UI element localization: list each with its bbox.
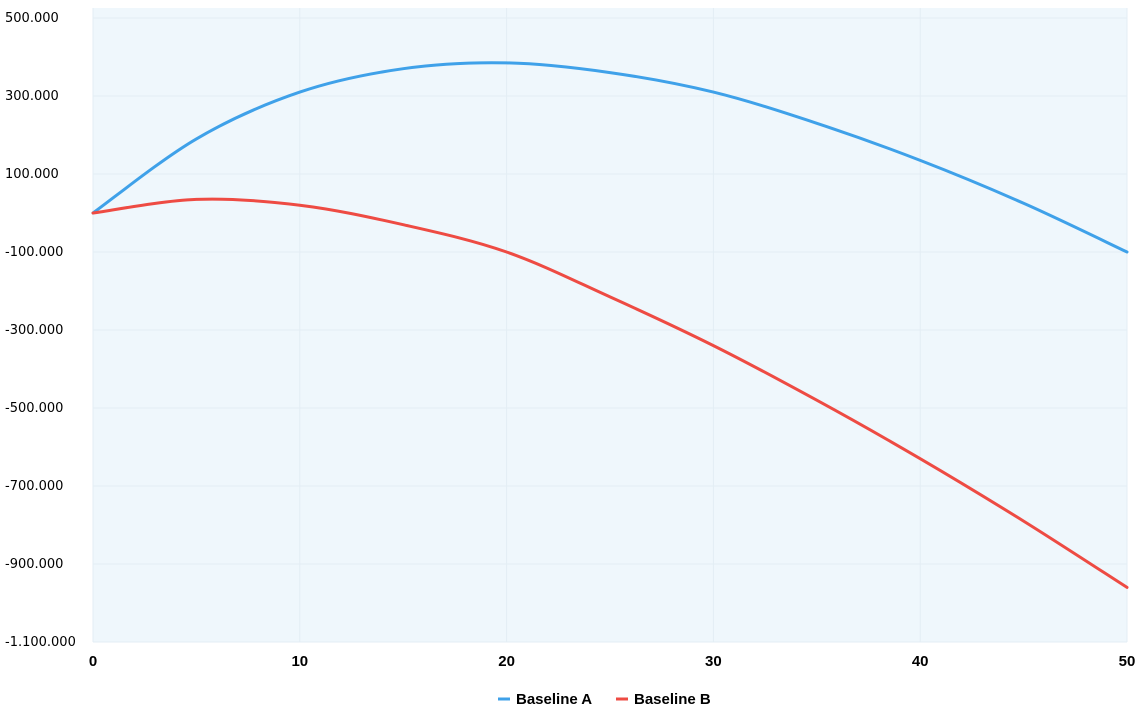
y-tick-label: -900.000 (5, 557, 63, 572)
y-tick-label: -700.000 (5, 479, 63, 494)
y-tick-label: 100.000 (5, 167, 59, 182)
x-tick-label: 0 (89, 653, 97, 670)
y-tick-label: -500.000 (5, 401, 63, 416)
y-axis: 500.000 300.000 100.000 -100.000 -300.000 -50… (5, 11, 76, 650)
series-group (91, 61, 1129, 589)
x-tick-label: 30 (705, 653, 722, 670)
y-tick-label: -1.100.000 (5, 635, 76, 650)
legend-label-baseline-a: Baseline A (516, 691, 592, 708)
grid (92, 8, 1128, 643)
series-line-baseline-b (91, 197, 1129, 589)
plot-background (93, 8, 1127, 642)
x-axis: 0 10 20 30 40 50 (89, 653, 1136, 670)
legend-label-baseline-b: Baseline B (634, 691, 711, 708)
y-tick-label: 300.000 (5, 89, 59, 104)
x-tick-label: 40 (912, 653, 929, 670)
y-tick-label: -300.000 (5, 323, 63, 338)
x-tick-label: 20 (498, 653, 515, 670)
y-tick-label: 500.000 (5, 11, 59, 26)
y-tick-label: -100.000 (5, 245, 63, 260)
x-tick-label: 50 (1119, 653, 1136, 670)
legend: Baseline A Baseline B (498, 691, 711, 708)
x-tick-label: 10 (291, 653, 308, 670)
series-line-baseline-a (91, 61, 1129, 254)
